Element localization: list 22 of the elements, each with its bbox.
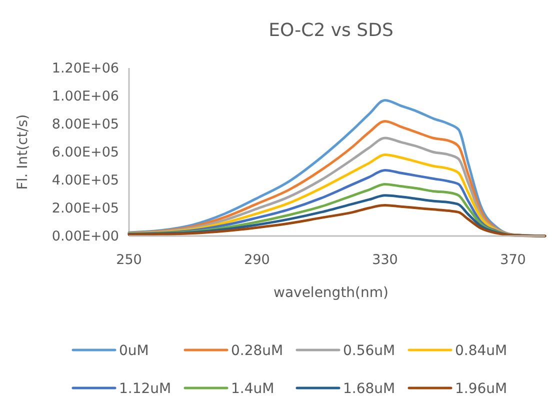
x-tick-label: 330 [372,252,398,268]
legend-label: 0.84uM [455,342,508,359]
y-tick-label: 4.00E+05 [52,172,119,189]
legend-label: 1.4uM [231,380,274,397]
x-tick-label: 290 [244,252,270,268]
x-tick-label: 370 [500,252,526,268]
chart-title: EO-C2 vs SDS [268,20,394,41]
y-tick-label: 0.00E+00 [52,228,119,245]
y-tick-label: 2.00E+05 [52,200,119,217]
legend-label: 1.68uM [343,380,396,397]
legend-label: 1.12uM [119,380,172,397]
y-tick-label: 1.20E+06 [52,60,119,77]
y-tick-label: 8.00E+05 [52,116,119,133]
legend-label: 0.28uM [231,342,284,359]
legend-label: 1.96uM [455,380,508,397]
y-axis-title: Fl. Int(ct/s) [15,114,31,190]
legend-label: 0uM [119,342,149,359]
legend-label: 0.56uM [343,342,396,359]
x-axis-title: wavelength(nm) [274,285,388,301]
y-tick-label: 1.00E+06 [52,88,119,105]
x-tick-label: 250 [116,252,142,268]
y-tick-label: 6.00E+05 [52,144,119,161]
